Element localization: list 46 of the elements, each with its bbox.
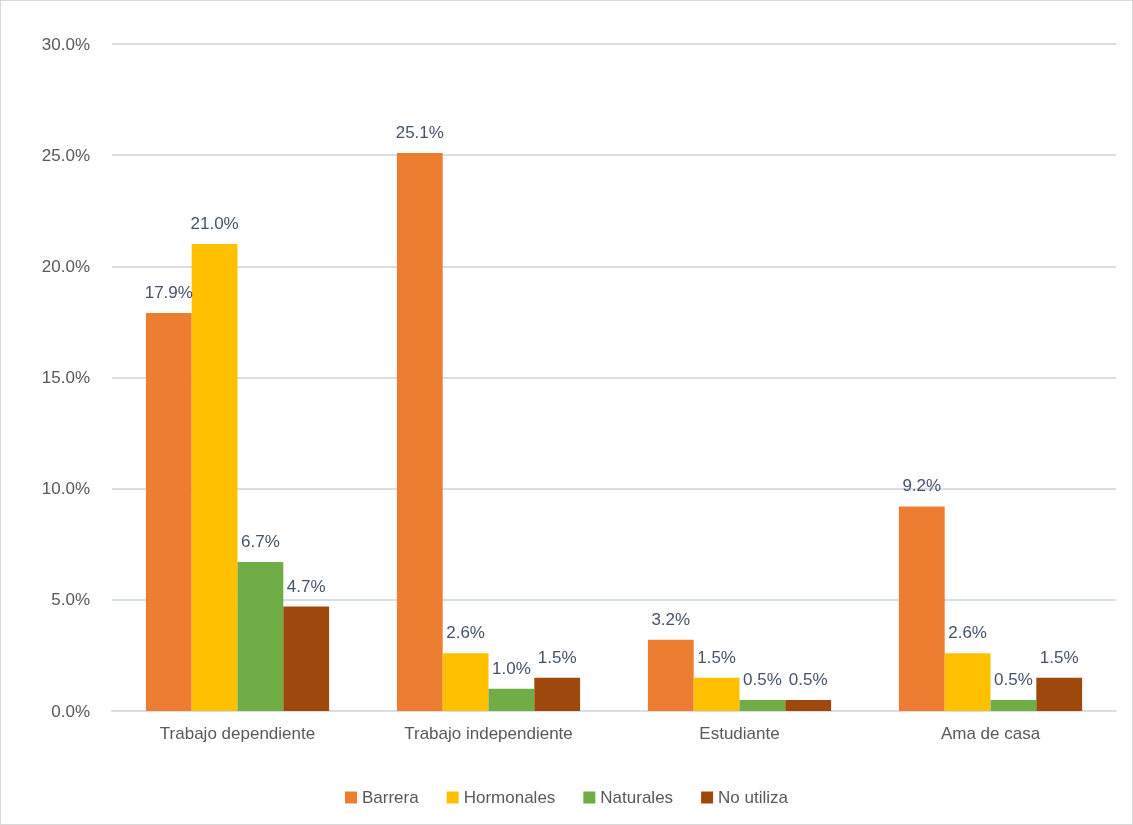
y-tick-label: 30.0%: [41, 34, 90, 54]
bar: [442, 653, 489, 711]
y-tick-label: 10.0%: [41, 479, 90, 499]
bar: [534, 677, 581, 711]
data-label: 2.6%: [948, 623, 987, 643]
y-tick-label: 15.0%: [41, 368, 90, 387]
y-tick-label: 0.0%: [51, 701, 90, 721]
data-label: 25.1%: [395, 122, 444, 142]
bar: [283, 606, 330, 711]
data-label: 1.0%: [492, 658, 531, 678]
bar: [739, 699, 786, 711]
data-label: 1.5%: [697, 647, 736, 667]
bar: [145, 313, 192, 711]
bar: [647, 639, 694, 711]
data-label: 0.5%: [743, 669, 782, 689]
bar: [990, 699, 1037, 711]
data-label: 6.7%: [241, 532, 280, 552]
bar: [944, 653, 991, 711]
bar: [898, 506, 945, 711]
y-tick-label: 5.0%: [51, 590, 90, 610]
legend-label: Naturales: [600, 788, 674, 807]
data-label: 1.5%: [537, 647, 577, 667]
data-label: 9.2%: [902, 476, 942, 496]
bar: [237, 562, 284, 711]
y-tick-label: 25.0%: [41, 145, 90, 165]
data-label: 0.5%: [994, 669, 1033, 689]
data-label: 3.2%: [651, 609, 691, 629]
legend-label: Barrera: [362, 788, 420, 807]
bar: [785, 699, 832, 711]
data-label: 4.7%: [286, 576, 326, 596]
x-tick-label: Trabajo independiente: [404, 724, 573, 743]
bar: [1036, 677, 1083, 711]
data-label: 21.0%: [190, 214, 239, 234]
y-tick-label: 20.0%: [41, 256, 90, 276]
data-label: 0.5%: [788, 669, 828, 689]
legend-label: No utiliza: [718, 788, 789, 807]
bar: [191, 244, 238, 711]
x-tick-label: Ama de casa: [940, 724, 1041, 743]
data-label: 2.6%: [446, 623, 485, 643]
x-tick-label: Trabajo dependiente: [159, 724, 316, 743]
bar: [693, 677, 740, 711]
bar: [488, 688, 535, 711]
x-tick-label: Estudiante: [699, 724, 780, 743]
legend-label: Hormonales: [463, 788, 556, 807]
data-label: 1.5%: [1039, 647, 1079, 667]
bar: [396, 152, 443, 711]
